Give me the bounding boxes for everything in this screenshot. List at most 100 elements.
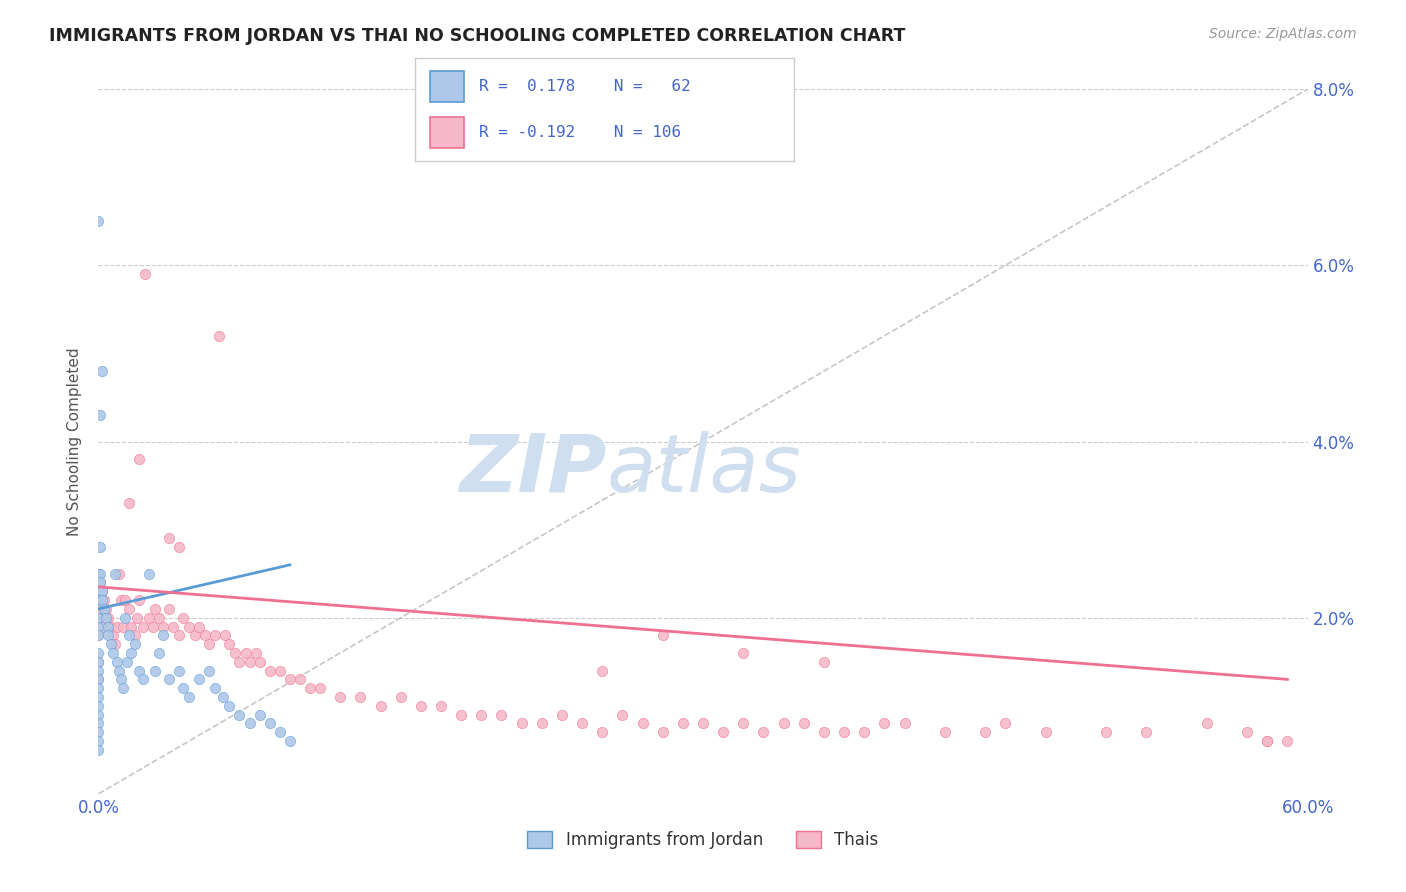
Point (148, 646, 170, 660)
Point (329, 690, 352, 704)
Point (103, 566, 125, 581)
Point (389, 690, 412, 704)
Point (1236, 725, 1258, 739)
Point (450, 707, 472, 722)
Y-axis label: No Schooling Completed: No Schooling Completed (67, 347, 83, 536)
Point (309, 681, 332, 696)
Point (692, 716, 714, 731)
Point (87, 214, 110, 228)
Point (148, 610, 170, 624)
Point (89, 566, 111, 581)
Point (184, 628, 207, 642)
Point (733, 716, 755, 731)
Point (142, 619, 165, 633)
Point (752, 725, 775, 739)
Point (87, 610, 110, 624)
Point (87, 593, 110, 607)
Point (571, 716, 593, 731)
Point (172, 681, 194, 696)
Point (111, 681, 134, 696)
Point (651, 628, 673, 642)
Point (105, 619, 128, 633)
Point (120, 646, 142, 660)
Point (172, 610, 194, 624)
Point (91, 364, 114, 378)
Point (91, 584, 114, 599)
Point (409, 698, 432, 713)
Point (128, 452, 150, 467)
Point (167, 541, 190, 555)
Point (188, 673, 211, 687)
Point (128, 593, 150, 607)
Point (87, 681, 110, 696)
Point (198, 637, 221, 651)
Point (1035, 725, 1057, 739)
Point (299, 681, 322, 696)
Point (89, 408, 111, 422)
Point (204, 681, 226, 696)
Point (214, 628, 236, 642)
Point (132, 619, 155, 633)
Point (115, 655, 138, 669)
Point (110, 673, 132, 687)
Point (249, 655, 271, 669)
Point (994, 716, 1017, 731)
Point (349, 690, 371, 704)
Text: IMMIGRANTS FROM JORDAN VS THAI NO SCHOOLING COMPLETED CORRELATION CHART: IMMIGRANTS FROM JORDAN VS THAI NO SCHOOL… (49, 27, 905, 45)
Point (551, 707, 574, 722)
Point (470, 707, 492, 722)
Point (89, 602, 111, 616)
Point (259, 664, 281, 678)
Point (1256, 734, 1278, 748)
Point (228, 707, 250, 722)
Point (228, 655, 250, 669)
Point (91, 584, 114, 599)
Point (134, 267, 156, 281)
Point (97, 610, 120, 624)
Point (591, 725, 613, 739)
Point (87, 743, 110, 757)
Point (107, 566, 129, 581)
Point (245, 646, 267, 660)
FancyBboxPatch shape (430, 71, 464, 102)
Point (152, 619, 174, 633)
Point (124, 628, 146, 642)
Point (91, 593, 114, 607)
Point (269, 725, 291, 739)
Point (118, 496, 141, 510)
Point (288, 673, 311, 687)
Point (138, 566, 160, 581)
Point (93, 602, 115, 616)
Point (105, 655, 128, 669)
Point (1195, 716, 1218, 731)
Point (813, 655, 835, 669)
Text: Source: ZipAtlas.com: Source: ZipAtlas.com (1209, 27, 1357, 41)
Point (87, 698, 110, 713)
Point (167, 628, 190, 642)
Point (157, 532, 180, 546)
Point (87, 593, 110, 607)
Point (87, 673, 110, 687)
Point (87, 690, 110, 704)
Point (157, 673, 180, 687)
Point (832, 725, 855, 739)
Point (87, 646, 110, 660)
Point (249, 707, 271, 722)
Point (893, 716, 915, 731)
Point (269, 664, 291, 678)
Point (651, 725, 673, 739)
Point (87, 610, 110, 624)
Point (631, 716, 654, 731)
Point (853, 725, 876, 739)
Point (235, 646, 257, 660)
Point (120, 619, 142, 633)
Point (1277, 734, 1299, 748)
Point (491, 707, 513, 722)
Point (167, 664, 190, 678)
Point (143, 664, 166, 678)
Text: R = -0.192    N = 106: R = -0.192 N = 106 (479, 126, 682, 140)
Point (934, 725, 956, 739)
Point (103, 637, 125, 651)
Point (204, 628, 226, 642)
Point (1095, 725, 1118, 739)
